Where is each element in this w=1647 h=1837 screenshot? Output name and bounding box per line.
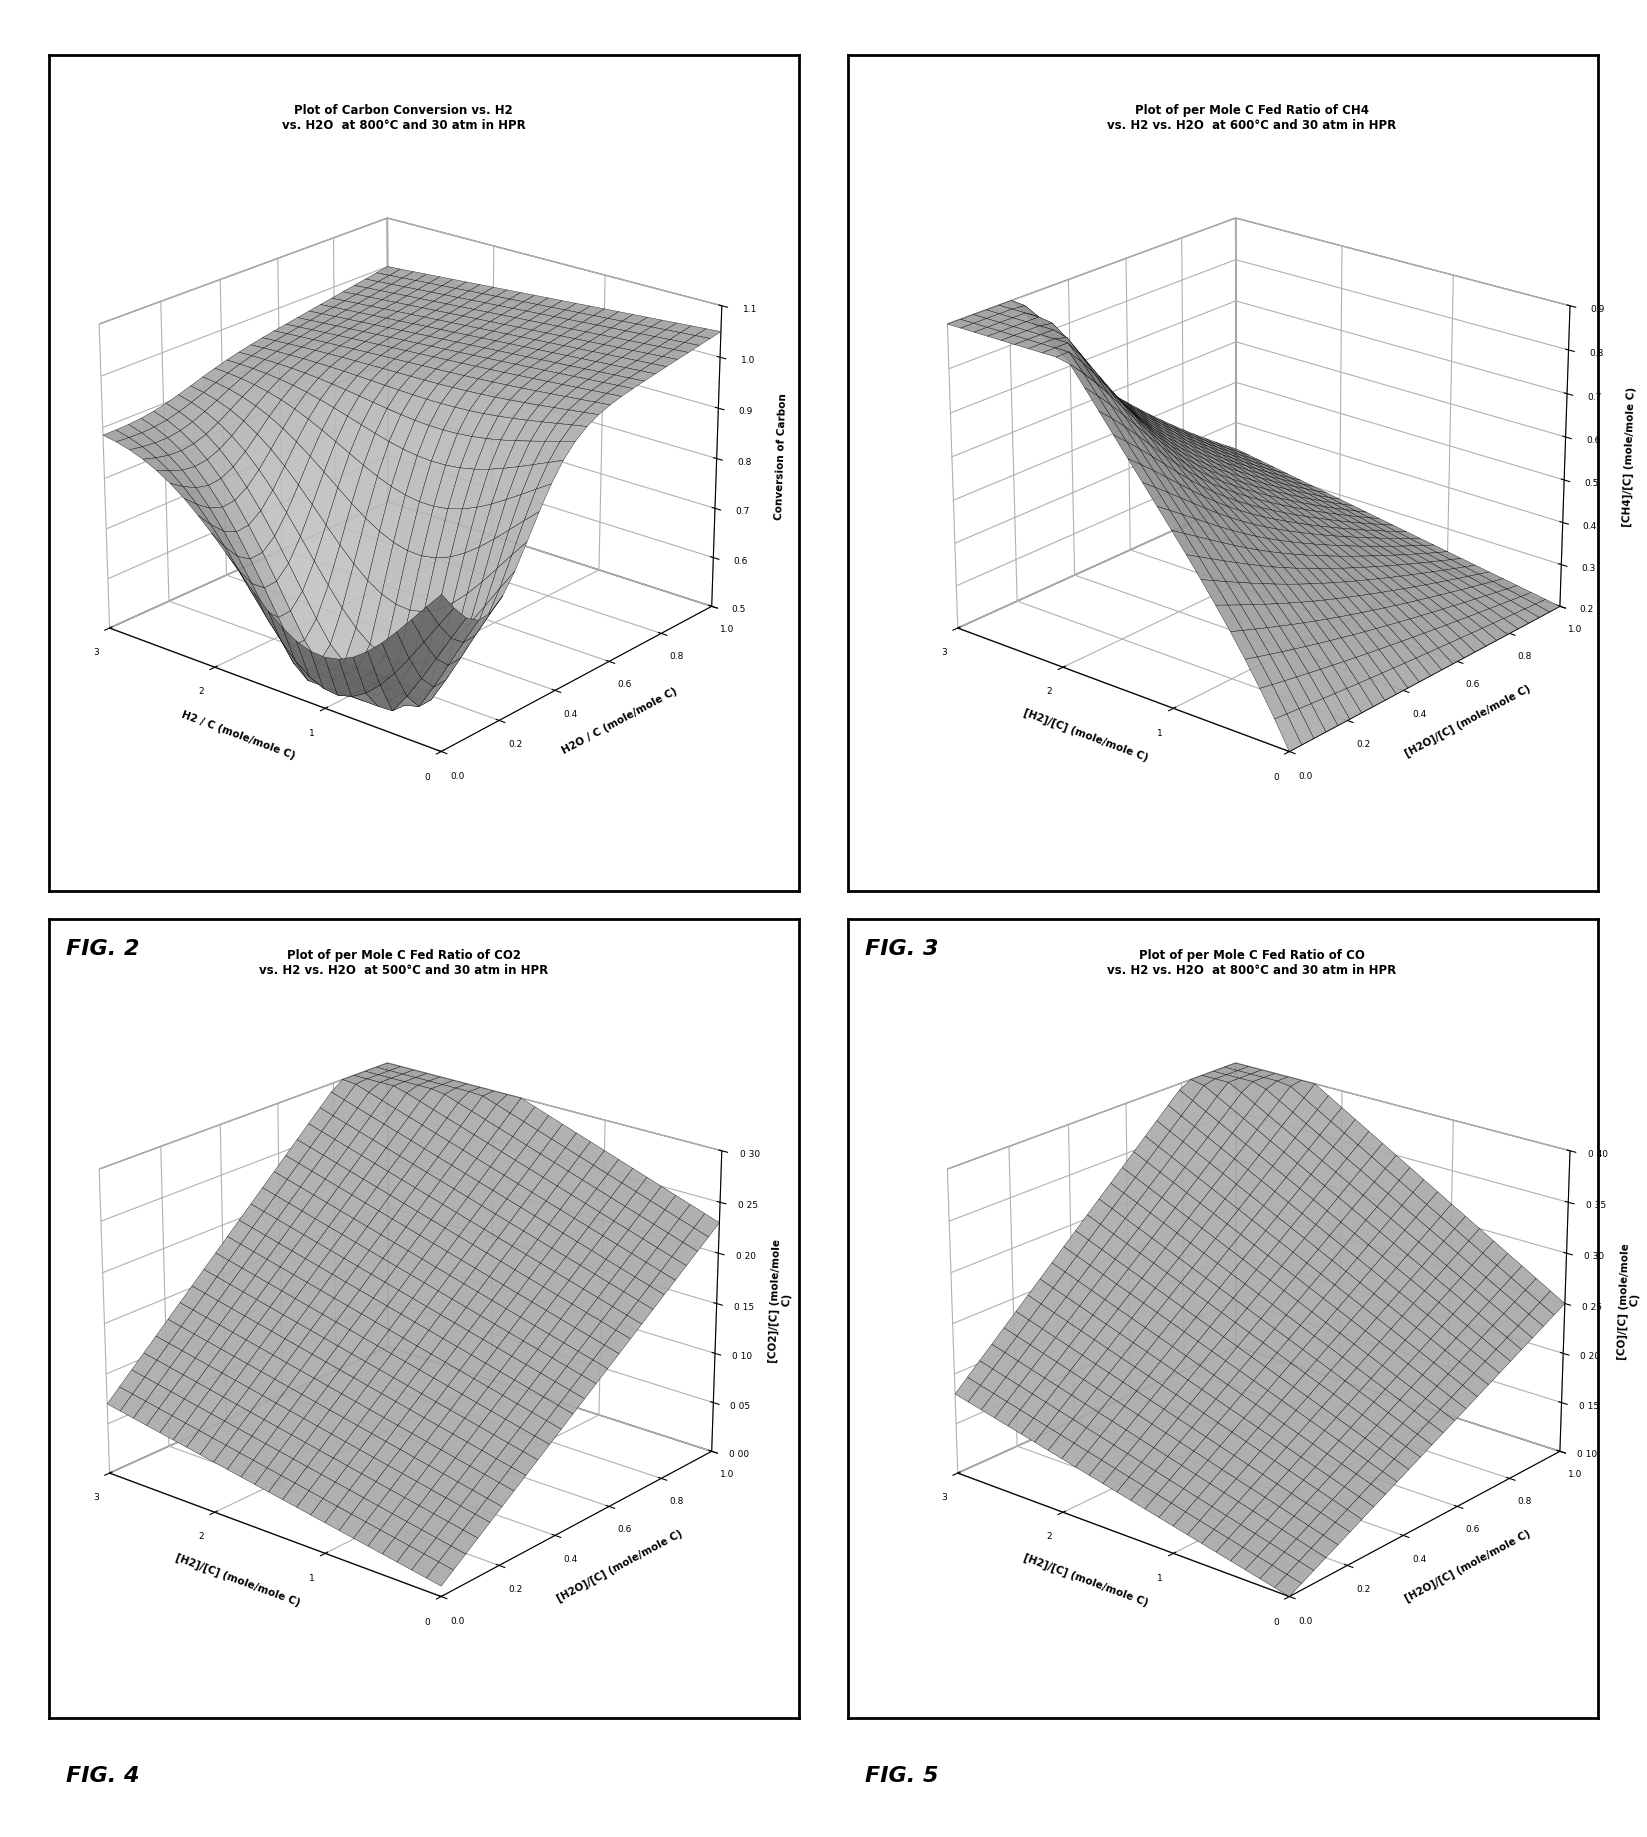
Text: FIG. 2: FIG. 2 <box>66 939 140 959</box>
Title: Plot of per Mole C Fed Ratio of CO2
vs. H2 vs. H2O  at 500°C and 30 atm in HPR: Plot of per Mole C Fed Ratio of CO2 vs. … <box>259 950 548 977</box>
X-axis label: [H2]/[C] (mole/mole C): [H2]/[C] (mole/mole C) <box>175 1552 301 1609</box>
X-axis label: [H2]/[C] (mole/mole C): [H2]/[C] (mole/mole C) <box>1023 1552 1150 1609</box>
Title: Plot of Carbon Conversion vs. H2
vs. H2O  at 800°C and 30 atm in HPR: Plot of Carbon Conversion vs. H2 vs. H2O… <box>282 105 525 132</box>
Y-axis label: [H2O]/[C] (mole/mole C): [H2O]/[C] (mole/mole C) <box>1403 1528 1532 1604</box>
Text: FIG. 3: FIG. 3 <box>865 939 939 959</box>
X-axis label: H2 / C (mole/mole C): H2 / C (mole/mole C) <box>180 711 296 762</box>
Y-axis label: [H2O]/[C] (mole/mole C): [H2O]/[C] (mole/mole C) <box>1403 683 1532 759</box>
Y-axis label: [H2O]/[C] (mole/mole C): [H2O]/[C] (mole/mole C) <box>555 1528 684 1604</box>
Title: Plot of per Mole C Fed Ratio of CO
vs. H2 vs. H2O  at 800°C and 30 atm in HPR: Plot of per Mole C Fed Ratio of CO vs. H… <box>1107 950 1397 977</box>
Title: Plot of per Mole C Fed Ratio of CH4
vs. H2 vs. H2O  at 600°C and 30 atm in HPR: Plot of per Mole C Fed Ratio of CH4 vs. … <box>1107 105 1397 132</box>
Y-axis label: H2O / C (mole/mole C): H2O / C (mole/mole C) <box>560 685 679 757</box>
Text: FIG. 4: FIG. 4 <box>66 1765 140 1786</box>
Text: FIG. 5: FIG. 5 <box>865 1765 939 1786</box>
X-axis label: [H2]/[C] (mole/mole C): [H2]/[C] (mole/mole C) <box>1023 707 1150 764</box>
